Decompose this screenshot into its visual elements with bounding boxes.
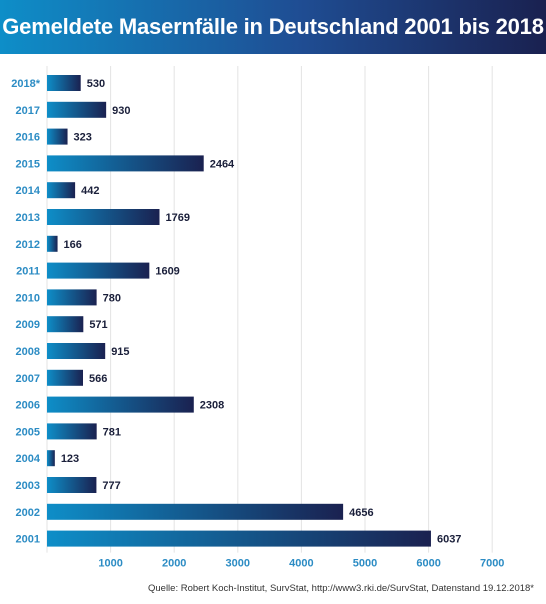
category-label: 2006	[16, 400, 40, 412]
category-label: 2010	[16, 292, 40, 304]
bar	[47, 530, 431, 547]
x-tick-label: 4000	[289, 558, 313, 570]
x-tick-label: 6000	[416, 558, 440, 570]
category-label: 2015	[16, 158, 40, 170]
category-label: 2003	[16, 480, 40, 492]
value-label: 781	[103, 426, 121, 438]
category-label: 2011	[16, 266, 40, 278]
value-label: 915	[111, 346, 129, 358]
x-tick-label: 2000	[162, 558, 186, 570]
bar	[47, 182, 76, 199]
value-label: 6037	[437, 534, 461, 546]
bar	[47, 316, 84, 333]
value-label: 930	[112, 105, 130, 117]
category-label: 2002	[16, 507, 40, 519]
bar	[47, 450, 55, 467]
bar	[47, 343, 106, 359]
source-note: Quelle: Robert Koch-Institut, SurvStat, …	[147, 583, 534, 594]
value-label: 2464	[210, 158, 235, 170]
x-tick-label: 1000	[98, 558, 122, 570]
bar	[47, 262, 150, 279]
category-label: 2018*	[11, 78, 40, 90]
category-label: 2017	[16, 105, 40, 117]
labels: 1000 2000 3000 4000 5000 6000 7000 2018* 530 2017…	[11, 78, 504, 570]
bar	[47, 101, 107, 118]
value-label: 777	[102, 480, 120, 492]
bar	[47, 75, 81, 91]
x-tick-label: 7000	[480, 558, 504, 570]
bar	[47, 209, 160, 225]
value-label: 323	[74, 132, 92, 144]
chart-header: Gemeldete Masernfälle in Deutschland 200…	[0, 0, 546, 54]
category-label: 2014	[16, 185, 41, 197]
bar	[47, 235, 58, 252]
x-tick-label: 5000	[353, 558, 377, 570]
bar	[47, 155, 204, 172]
bars	[47, 75, 431, 547]
category-label: 2004	[16, 453, 41, 465]
bar	[47, 503, 344, 520]
category-label: 2008	[16, 346, 40, 358]
bar	[47, 369, 83, 386]
value-label: 123	[61, 453, 79, 465]
chart-title: Gemeldete Masernfälle in Deutschland 200…	[2, 14, 544, 39]
bar	[47, 423, 97, 440]
bar	[47, 289, 97, 306]
bar	[47, 396, 194, 413]
value-label: 1609	[155, 266, 179, 278]
value-label: 4656	[349, 507, 373, 519]
bar	[47, 128, 68, 145]
grid-lines	[46, 66, 493, 553]
category-label: 2007	[16, 373, 40, 385]
bar	[47, 477, 97, 493]
category-label: 2012	[16, 239, 40, 251]
category-label: 2016	[16, 132, 40, 144]
category-label: 2001	[16, 534, 40, 546]
category-label: 2005	[16, 426, 40, 438]
value-label: 780	[103, 292, 121, 304]
category-label: 2013	[16, 212, 40, 224]
bar-chart: 1000 2000 3000 4000 5000 6000 7000 2018* 530 2017…	[11, 66, 504, 570]
value-label: 571	[89, 319, 107, 331]
value-label: 566	[89, 373, 107, 385]
value-label: 1769	[166, 212, 190, 224]
value-label: 166	[64, 239, 82, 251]
category-label: 2009	[16, 319, 40, 331]
x-tick-label: 3000	[226, 558, 250, 570]
value-label: 2308	[200, 400, 224, 412]
value-label: 442	[81, 185, 99, 197]
value-label: 530	[87, 78, 105, 90]
